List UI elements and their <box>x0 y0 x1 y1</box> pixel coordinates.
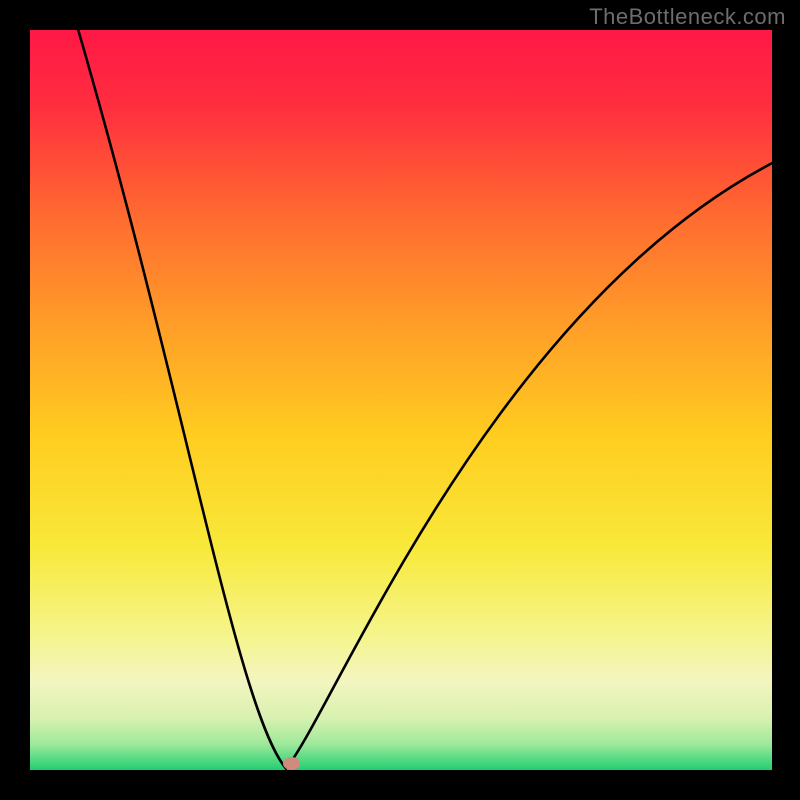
watermark-text: TheBottleneck.com <box>589 4 786 30</box>
bottleneck-curve <box>0 0 800 800</box>
minimum-marker <box>283 757 300 770</box>
bottleneck-chart: TheBottleneck.com <box>0 0 800 800</box>
